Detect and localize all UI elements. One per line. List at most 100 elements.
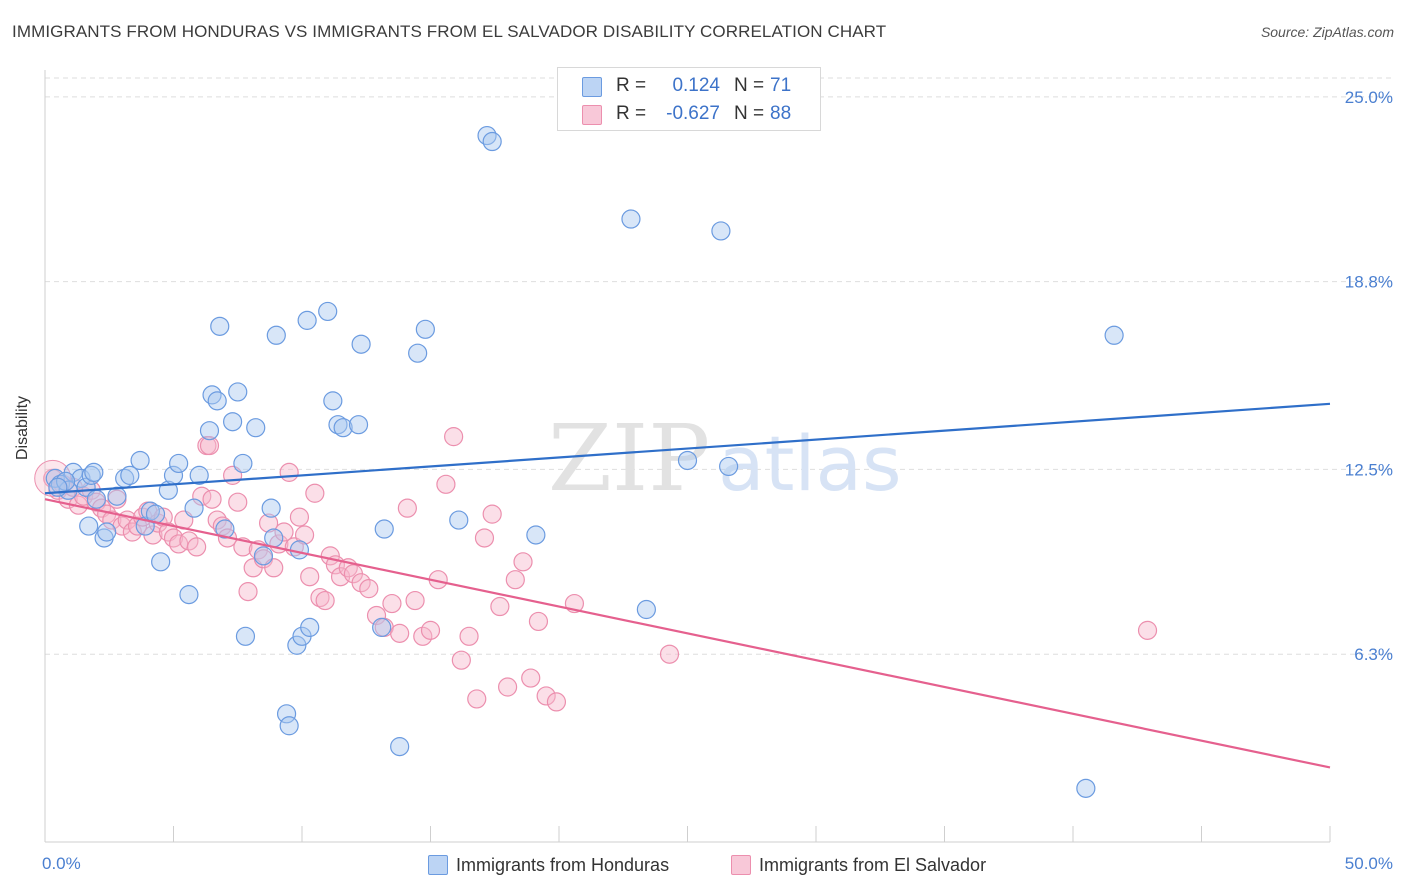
salvador-point-75 xyxy=(474,528,495,548)
salvador-point-50 xyxy=(300,567,320,587)
honduras-point-42 xyxy=(279,716,299,736)
y-tick-label-2: 18.8% xyxy=(1345,273,1393,292)
honduras-point-30 xyxy=(210,316,230,336)
salvador-point-42 xyxy=(258,513,279,533)
honduras-point-62 xyxy=(526,525,546,545)
salvador-point-84 xyxy=(546,692,567,712)
honduras-point-53 xyxy=(351,334,371,354)
honduras-point-1 xyxy=(50,474,71,494)
honduras-r-value: 0.124 xyxy=(672,75,720,96)
salvador-point-81 xyxy=(521,668,541,688)
legend-salvador-label: Immigrants from El Salvador xyxy=(759,855,987,875)
tick-labels: 6.3% 12.5% 18.8% 25.0% 0.0% 50.0% xyxy=(42,88,1393,873)
trend-lines xyxy=(44,402,1331,769)
salvador-point-46 xyxy=(279,462,299,482)
salvador-point-36 xyxy=(228,492,248,512)
honduras-point-67 xyxy=(719,456,739,477)
salvador-point-63 xyxy=(382,593,402,614)
honduras-point-31 xyxy=(215,519,235,539)
axes xyxy=(44,70,1331,843)
salvador-r-label: R = xyxy=(616,103,647,124)
honduras-swatch xyxy=(582,77,602,97)
salvador-point-60 xyxy=(359,579,379,599)
honduras-point-56 xyxy=(390,737,410,757)
honduras-point-69 xyxy=(1076,778,1096,798)
salvador-swatch xyxy=(582,105,602,125)
honduras-n-label: N = xyxy=(734,75,765,96)
trend-line-honduras xyxy=(44,402,1331,495)
honduras-point-65 xyxy=(677,450,698,471)
salvador-point-31 xyxy=(202,489,222,509)
salvador-point-49 xyxy=(294,525,315,545)
honduras-point-27 xyxy=(199,421,220,441)
salvador-point-71 xyxy=(444,427,464,447)
honduras-point-6 xyxy=(81,465,101,485)
honduras-point-68 xyxy=(1104,325,1124,345)
honduras-point-35 xyxy=(233,453,253,474)
honduras-r-label: R = xyxy=(616,75,647,96)
salvador-point-53 xyxy=(315,590,335,611)
salvador-point-70 xyxy=(436,474,456,494)
x-tick-label-0: 0.0% xyxy=(42,854,81,873)
salvador-point-26 xyxy=(179,531,199,551)
x-tick-label-1: 50.0% xyxy=(1345,854,1393,873)
honduras-point-43 xyxy=(287,635,307,655)
honduras-point-7 xyxy=(55,471,76,491)
honduras-point-61 xyxy=(482,131,502,152)
honduras-point-24 xyxy=(179,585,199,605)
salvador-point-77 xyxy=(490,596,510,617)
honduras-point-66 xyxy=(711,221,731,241)
honduras-point-47 xyxy=(300,617,320,637)
honduras-point-48 xyxy=(318,301,338,322)
salvador-point-80 xyxy=(513,552,533,572)
honduras-point-13 xyxy=(107,486,127,506)
stats-row-honduras: R = 0.124 N = 71 xyxy=(558,71,820,101)
honduras-point-49 xyxy=(323,391,343,411)
honduras-point-12 xyxy=(97,522,117,542)
watermark-zip: ZIP xyxy=(548,405,710,512)
honduras-point-64 xyxy=(636,599,656,620)
chart-title: IMMIGRANTS FROM HONDURAS VS IMMIGRANTS F… xyxy=(12,22,887,41)
watermark: ZIP atlas xyxy=(548,405,902,512)
stats-row-salvador: R = -0.627 N = 88 xyxy=(558,99,820,129)
salvador-point-64 xyxy=(390,623,410,643)
salvador-point-86 xyxy=(659,644,680,664)
honduras-point-55 xyxy=(374,519,394,539)
honduras-point-9 xyxy=(84,462,104,482)
salvador-point-61 xyxy=(366,605,387,626)
salvador-point-45 xyxy=(274,522,294,542)
legend-salvador-swatch xyxy=(731,855,751,875)
salvador-point-74 xyxy=(467,689,487,709)
salvador-point-11 xyxy=(102,510,122,530)
series-salvador-points xyxy=(34,427,1158,712)
salvador-point-30 xyxy=(199,435,220,456)
honduras-point-28 xyxy=(202,385,222,405)
honduras-point-34 xyxy=(235,626,256,646)
honduras-point-59 xyxy=(449,510,469,530)
legend-honduras-swatch xyxy=(428,855,448,875)
honduras-point-40 xyxy=(266,325,286,345)
trend-line-salvador xyxy=(44,498,1331,769)
honduras-point-37 xyxy=(253,546,274,566)
honduras-point-50 xyxy=(328,415,348,435)
honduras-point-51 xyxy=(333,418,353,438)
honduras-point-52 xyxy=(348,415,369,435)
honduras-point-16 xyxy=(130,450,150,471)
salvador-point-38 xyxy=(238,582,258,602)
salvador-point-23 xyxy=(163,528,184,548)
salvador-point-68 xyxy=(420,620,441,640)
honduras-point-57 xyxy=(408,343,428,363)
salvador-point-48 xyxy=(289,507,310,527)
series-honduras-points xyxy=(45,125,1124,798)
watermark-atlas: atlas xyxy=(718,419,902,508)
salvador-r-value: -0.627 xyxy=(666,103,720,124)
honduras-point-33 xyxy=(228,382,248,402)
salvador-cluster-origin xyxy=(34,459,72,497)
y-tick-label-0: 6.3% xyxy=(1354,645,1393,664)
y-tick-label-1: 12.5% xyxy=(1345,460,1393,479)
salvador-point-51 xyxy=(305,483,325,503)
legend: Immigrants from Honduras Immigrants from… xyxy=(0,852,1406,878)
honduras-point-36 xyxy=(246,418,266,438)
honduras-point-63 xyxy=(621,209,641,229)
salvador-point-33 xyxy=(212,516,232,536)
